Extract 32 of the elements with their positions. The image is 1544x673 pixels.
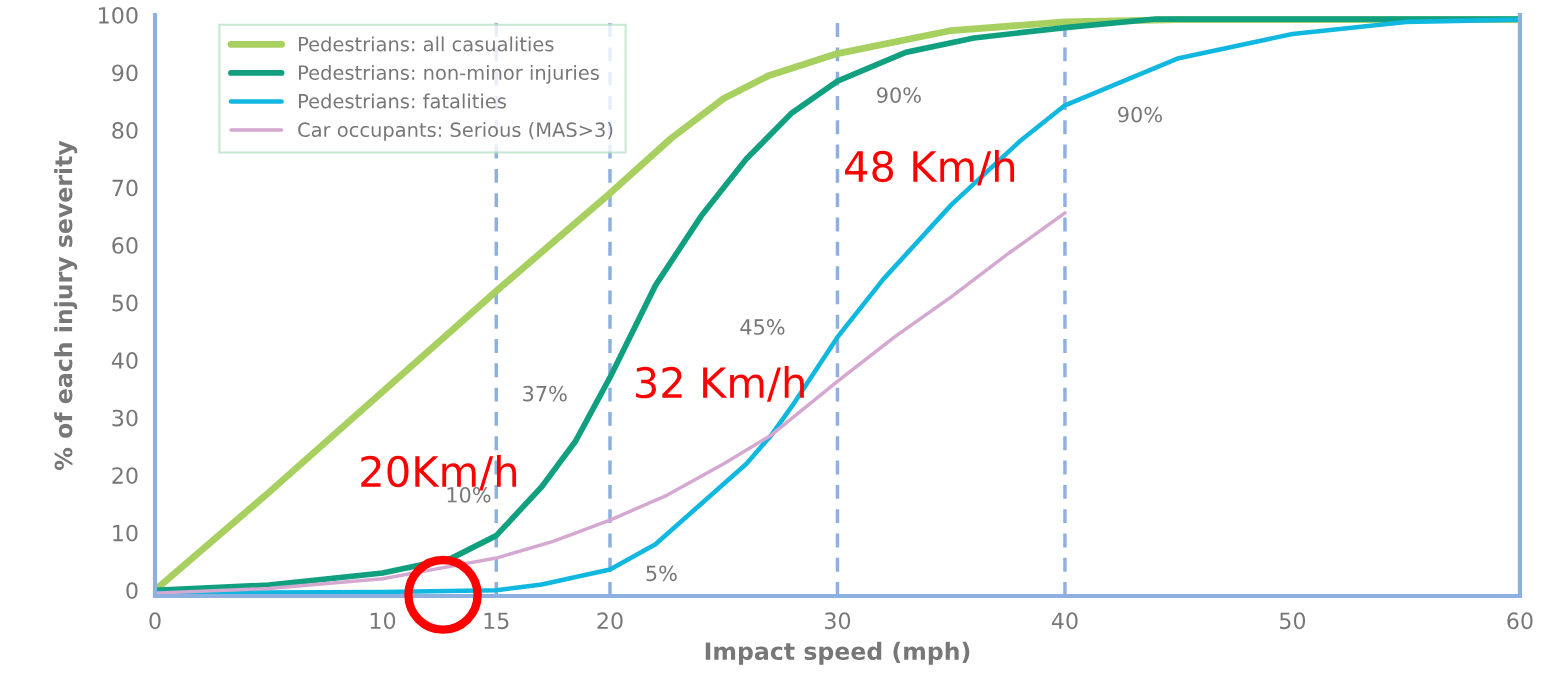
annotation: 90% (877, 87, 921, 103)
annotation: 37% (523, 385, 567, 402)
x-axis-title: Impact speed (mph) (705, 641, 970, 665)
y-tick-label: 50 (112, 294, 138, 312)
legend-label: Pedestrians: non-minor injuries (299, 64, 599, 84)
annotation: 90% (1118, 106, 1162, 123)
line-series (155, 211, 1067, 595)
annotation: 32 Km/h (635, 366, 804, 402)
x-tick-label: 10 (370, 612, 396, 630)
y-tick-label: 60 (112, 237, 138, 254)
annotation: 45% (740, 319, 785, 335)
y-tick-label: 80 (112, 122, 138, 139)
legend-label: Pedestrians: all casualities (299, 36, 554, 52)
x-tick-label: 15 (484, 612, 509, 630)
y-tick-label: 10 (113, 524, 138, 542)
y-tick-label: 30 (112, 409, 138, 427)
legend-label: Car occupants: Serious (MAS>3) (298, 122, 613, 141)
x-tick-label: 60 (1507, 612, 1533, 630)
y-tick-label: 90 (112, 64, 138, 82)
y-tick-label: 70 (112, 179, 138, 197)
x-tick-label: 40 (1051, 612, 1078, 630)
y-tick-label: 100 (99, 6, 138, 24)
x-tick-label: 30 (825, 612, 851, 630)
x-tick-label: 0 (149, 612, 161, 630)
x-tick-label: 20 (597, 612, 623, 630)
y-tick-label: 0 (126, 582, 138, 600)
legend-label: Pedestrians: fatalities (299, 93, 506, 109)
y-axis-title: % of each injury severity (54, 140, 78, 470)
annotation: 5% (646, 565, 677, 582)
y-tick-label: 40 (111, 352, 138, 369)
y-tick-label: 20 (112, 467, 138, 484)
x-tick-label: 50 (1280, 612, 1306, 630)
